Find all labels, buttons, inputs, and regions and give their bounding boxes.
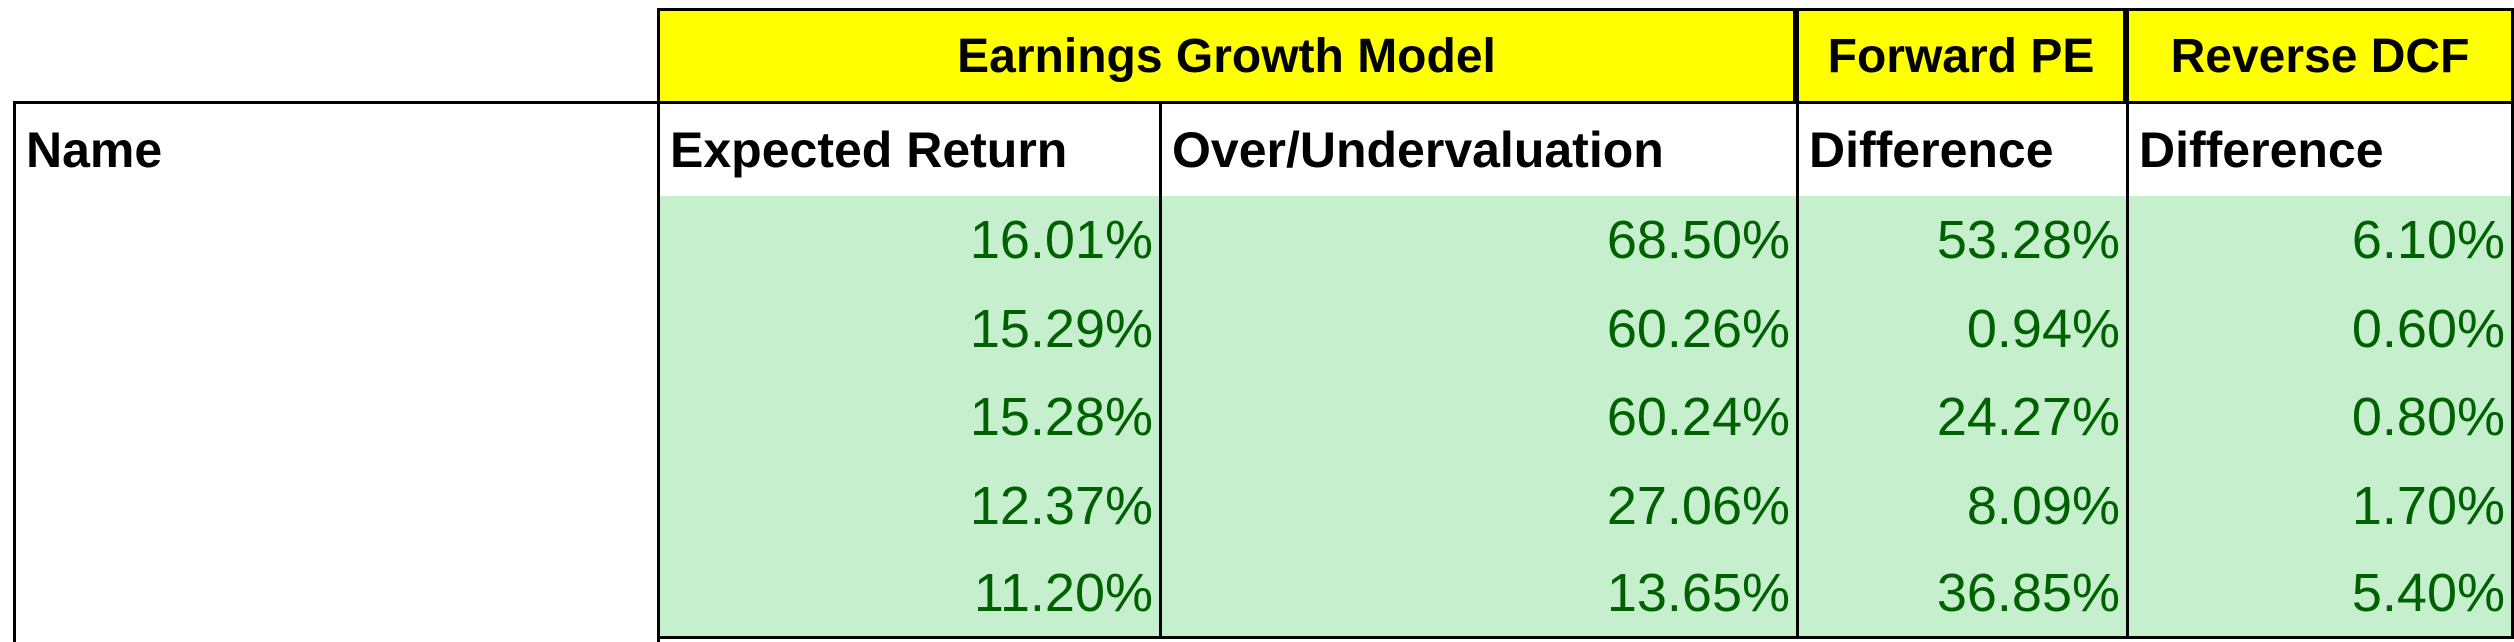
group-header: Reverse DCF [2126, 8, 2514, 104]
data-cell: 60.24% [1159, 373, 1799, 462]
column-header: Difference [1796, 101, 2129, 199]
column-header: Name [13, 101, 660, 199]
data-cell: 53.28% [1796, 196, 2129, 285]
column-header: Difference [2126, 101, 2514, 199]
data-cell: 68.50% [1159, 196, 1799, 285]
data-cell: 0.80% [2126, 373, 2514, 462]
data-cell: 27.06% [1159, 461, 1799, 551]
data-cell: 12.37% [657, 461, 1162, 551]
data-cell: 6.10% [2126, 196, 2514, 285]
data-cell: 36.85% [1796, 550, 2129, 639]
data-cell: 11.20% [657, 550, 1162, 639]
data-cell: 15.28% [657, 373, 1162, 462]
group-header: Forward PE [1796, 8, 2126, 104]
data-cell: 15.29% [657, 284, 1162, 374]
column-header: Expected Return [657, 101, 1162, 199]
data-cell: 5.40% [2126, 550, 2514, 639]
data-cell: 8.09% [1796, 461, 2129, 551]
data-cell: 16.01% [657, 196, 1162, 285]
data-cell: 1.70% [2126, 461, 2514, 551]
data-cell: 60.26% [1159, 284, 1799, 374]
data-cell: 13.65% [1159, 550, 1799, 639]
data-cell: 0.94% [1796, 284, 2129, 374]
data-cell: 0.60% [2126, 284, 2514, 374]
data-cell: 24.27% [1796, 373, 2129, 462]
column-header: Over/Undervaluation [1159, 101, 1799, 199]
name-column [13, 196, 660, 642]
group-header: Earnings Growth Model [657, 8, 1796, 104]
